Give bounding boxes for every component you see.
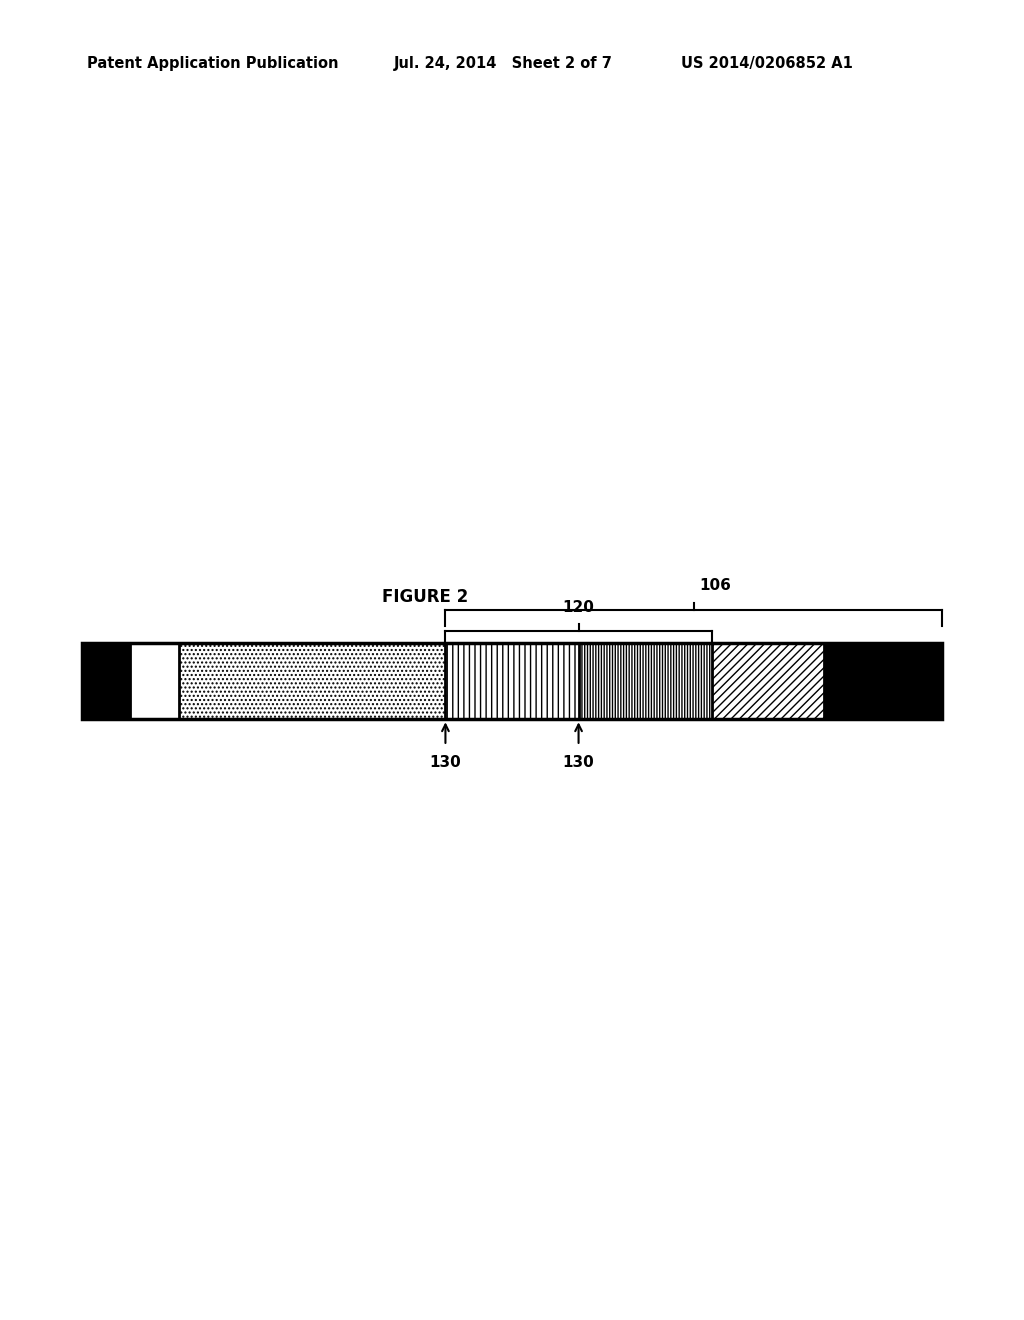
Bar xyxy=(130,643,179,719)
Bar xyxy=(179,643,445,719)
Bar xyxy=(712,643,824,719)
Text: US 2014/0206852 A1: US 2014/0206852 A1 xyxy=(681,55,853,71)
Bar xyxy=(824,643,942,719)
Bar xyxy=(579,643,712,719)
Bar xyxy=(579,643,712,719)
Text: Patent Application Publication: Patent Application Publication xyxy=(87,55,339,71)
Text: 106: 106 xyxy=(698,578,731,593)
Text: 130: 130 xyxy=(562,755,595,770)
Bar xyxy=(445,643,579,719)
Text: FIGURE 2: FIGURE 2 xyxy=(382,587,468,606)
Bar xyxy=(712,643,824,719)
Bar xyxy=(82,643,130,719)
Bar xyxy=(82,643,942,719)
Bar xyxy=(179,643,445,719)
Text: 130: 130 xyxy=(429,755,462,770)
Text: 120: 120 xyxy=(562,601,595,615)
Bar xyxy=(445,643,579,719)
Text: Jul. 24, 2014   Sheet 2 of 7: Jul. 24, 2014 Sheet 2 of 7 xyxy=(394,55,613,71)
